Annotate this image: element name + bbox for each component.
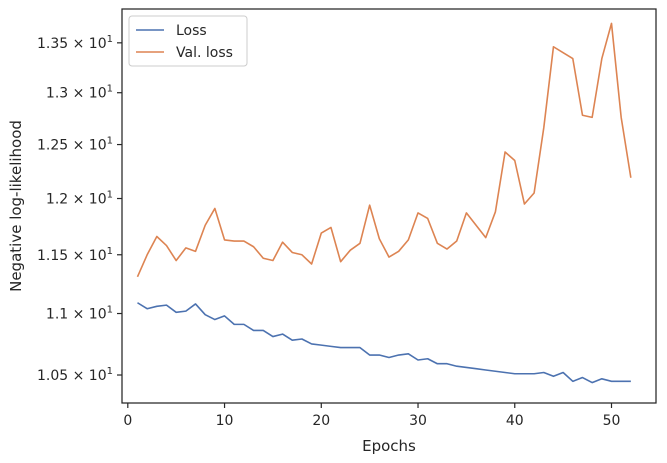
plot-frame <box>121 8 657 404</box>
y-tick-label: 1.15 × 101 <box>37 246 113 264</box>
y-axis-label: Negative log-likelihood <box>7 120 25 292</box>
y-tick-label: 1.25 × 101 <box>37 136 113 154</box>
x-tick-label: 40 <box>506 413 524 429</box>
y-tick-label: 1.05 × 101 <box>37 366 113 384</box>
x-tick-label: 0 <box>123 413 132 429</box>
ticks-layer: 0 10 20 30 40 50 1.05 × 101 1.1 × 101 1.15 × 101… <box>37 34 620 429</box>
x-tick-label: 50 <box>603 413 621 429</box>
x-tick-label: 10 <box>216 413 234 429</box>
x-tick-label: 30 <box>409 413 427 429</box>
y-tick-label: 1.2 × 101 <box>46 190 113 208</box>
legend-label: Loss <box>176 23 207 39</box>
y-tick-label: 1.35 × 101 <box>37 34 113 52</box>
legend-box <box>128 15 248 67</box>
y-tick-label: 1.3 × 101 <box>46 84 113 102</box>
legend: Loss Val. loss <box>128 15 248 67</box>
x-tick-label: 20 <box>312 413 330 429</box>
series-layer <box>136 22 632 384</box>
y-tick-label: 1.1 × 101 <box>46 305 113 323</box>
x-axis-label: Epochs <box>362 437 416 455</box>
legend-label: Val. loss <box>176 45 233 61</box>
series-line-1 <box>136 22 632 278</box>
series-line-0 <box>137 302 631 384</box>
